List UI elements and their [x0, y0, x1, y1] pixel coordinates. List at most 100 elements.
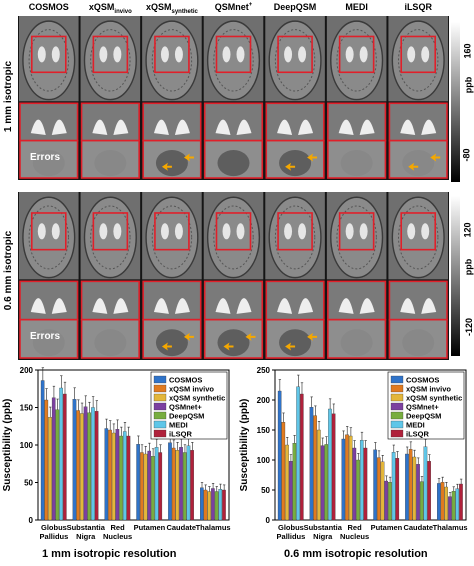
- error-arrow-icon: [223, 342, 234, 351]
- y-axis-label: Susceptibility (ppb): [2, 399, 13, 492]
- error-arrow-icon: [183, 332, 194, 341]
- error-tile-top-0: [19, 139, 79, 179]
- bar-medi: [59, 387, 63, 521]
- roi-box: [30, 212, 67, 251]
- zoom-tile-top-5: [327, 102, 387, 142]
- bar-qsmnet-: [288, 461, 293, 521]
- bar-cosmos: [104, 428, 109, 521]
- legend-swatch: [390, 420, 404, 429]
- error-tile-top-2: [142, 139, 202, 179]
- zoom-tile-top-6: [388, 102, 448, 142]
- bar-cosmos: [405, 453, 409, 521]
- bar-ilsqr: [190, 450, 194, 521]
- bar-xqsm-synthetic: [285, 444, 289, 521]
- error-tile-bottom-6: [388, 318, 448, 359]
- bar-deepqsm: [119, 435, 123, 521]
- zoom-tile-top-3: [203, 102, 264, 142]
- bar-cosmos: [40, 380, 45, 521]
- bar-cosmos: [72, 399, 77, 521]
- bar-ilsqr: [459, 483, 463, 521]
- bar-xqsm-invivo: [377, 457, 381, 521]
- chart-1mm-title: 1 mm isotropic resolution: [42, 548, 177, 560]
- bar-deepqsm: [214, 491, 219, 521]
- error-tile-top-3: [203, 139, 264, 179]
- bar-chart-1mm: 0 50 100 150 200 Susceptibility (ppb) Globus Pa…: [2, 366, 231, 541]
- bar-cosmos: [200, 487, 204, 521]
- axial-slice-top-3: [203, 16, 264, 102]
- legend-entry: xQSM invivo: [406, 385, 451, 394]
- roi-box: [215, 35, 252, 74]
- panel-bottom-resolution-label: 0.6 mm isotropic: [3, 230, 15, 310]
- error-arrow-icon: [161, 342, 172, 351]
- bar-qsmnet-: [448, 496, 452, 521]
- bar-medi: [296, 386, 300, 521]
- legend-swatch: [390, 384, 404, 393]
- colorbar-top-unit: ppb: [463, 76, 474, 94]
- legend-swatch: [153, 393, 167, 402]
- error-arrow-icon: [408, 162, 419, 171]
- axial-slice-bottom-5: [326, 192, 387, 280]
- roi-box: [154, 35, 190, 74]
- bar-deepqsm: [292, 443, 297, 521]
- axial-slice-bottom-4: [265, 192, 325, 280]
- category-label: Thalamus: [196, 523, 231, 532]
- legend-swatch: [390, 375, 404, 384]
- bar-xqsm-synthetic: [380, 461, 385, 521]
- error-tile-top-4: [265, 139, 325, 179]
- bar-medi: [423, 446, 428, 521]
- axial-slice-bottom-3: [203, 192, 264, 280]
- bar-medi: [122, 431, 127, 521]
- chart-06mm-title: 0.6 mm isotropic resolution: [284, 548, 428, 560]
- bar-xqsm-invivo: [76, 410, 80, 521]
- y-tick-label: 250: [257, 366, 271, 375]
- legend-swatch: [390, 402, 404, 411]
- legend-swatch: [153, 429, 167, 438]
- legend-swatch: [390, 393, 404, 402]
- axial-slice-bottom-2: [142, 192, 202, 280]
- bar-xqsm-invivo: [203, 489, 208, 521]
- bar-xqsm-invivo: [281, 422, 286, 521]
- error-tile-bottom-1: [80, 318, 140, 359]
- bar-deepqsm: [182, 452, 187, 521]
- bar-cosmos: [341, 438, 346, 521]
- axial-slice-bottom-0: [19, 192, 79, 280]
- legend-swatch: [153, 411, 167, 420]
- legend-entry: QSMnet+: [169, 403, 202, 412]
- bar-deepqsm: [324, 444, 329, 521]
- bar-medi: [359, 440, 364, 521]
- colorbar-bottom-unit: ppb: [463, 258, 474, 276]
- y-tick-label: 150: [20, 404, 34, 413]
- bar-xqsm-invivo: [171, 447, 176, 521]
- bar-xqsm-invivo: [44, 399, 49, 521]
- bar-xqsm-synthetic: [348, 435, 353, 521]
- zoom-tile-top-4: [265, 102, 325, 142]
- category-label: Globus Pallidus: [40, 523, 69, 541]
- y-tick-label: 0: [29, 516, 34, 525]
- legend-entry: iLSQR: [406, 430, 430, 439]
- bar-xqsm-invivo: [408, 449, 413, 521]
- roi-box: [338, 35, 375, 74]
- zoom-tile-bottom-1: [80, 280, 140, 321]
- colorbar-top-max: 160: [462, 43, 473, 59]
- roi-box: [92, 35, 129, 74]
- error-arrow-icon: [307, 153, 318, 162]
- bar-xqsm-synthetic: [111, 432, 116, 521]
- bar-medi: [91, 407, 95, 521]
- colorbar-bottom-max: 120: [462, 222, 473, 238]
- category-label: Substantia Nigra: [67, 523, 106, 541]
- axial-slice-bottom-6: [388, 192, 448, 280]
- bar-xqsm-synthetic: [444, 486, 448, 521]
- category-label: Substantia Nigra: [304, 523, 343, 541]
- bar-cosmos: [373, 449, 377, 521]
- error-arrow-icon: [285, 162, 296, 171]
- errors-label-bottom: Errors: [30, 331, 61, 343]
- error-tile-bottom-2: [142, 318, 202, 359]
- bar-chart-06mm: 0 50 100 150 200 250 Susceptibility (ppb) Globu…: [239, 366, 468, 541]
- legend-entry: COSMOS: [406, 376, 439, 385]
- bar-cosmos: [437, 483, 441, 521]
- y-tick-label: 0: [266, 516, 271, 525]
- bar-xqsm-synthetic: [317, 429, 321, 521]
- bar-qsmnet-: [51, 397, 56, 521]
- roi-box: [215, 212, 252, 251]
- category-label: Red Nucleus: [340, 523, 369, 541]
